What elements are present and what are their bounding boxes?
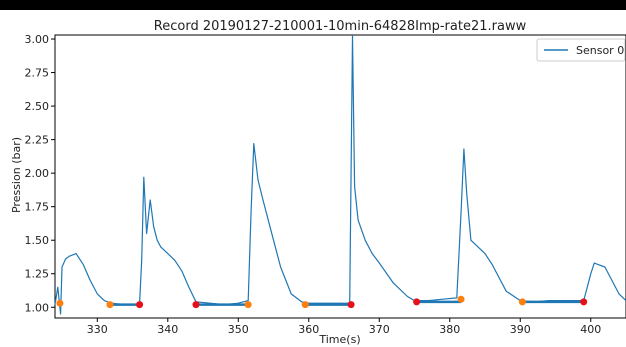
x-tick-label: 380 <box>439 323 460 336</box>
y-tick-label: 1.00 <box>25 301 50 314</box>
top-black-bar <box>0 0 626 10</box>
chart-title: Record 20190127-210001-10min-64828Imp-ra… <box>154 19 527 34</box>
x-tick-label: 370 <box>369 323 390 336</box>
event-marker <box>580 298 588 306</box>
y-tick-label: 2.00 <box>25 167 50 180</box>
legend-box <box>536 38 626 62</box>
y-tick-label: 2.50 <box>25 100 50 113</box>
y-tick-label: 3.00 <box>25 33 50 46</box>
event-marker <box>457 295 465 303</box>
x-tick-label: 330 <box>87 323 108 336</box>
legend-label-sensor-0: Sensor 0 <box>576 44 624 57</box>
event-marker <box>244 301 252 309</box>
series-line-sensor-0 <box>54 35 626 315</box>
plot-area: 1.00 1.25 1.50 1.75 2.00 2.25 2.50 2.75 3.00 330 3… <box>25 33 626 336</box>
x-tick-label: 390 <box>510 323 531 336</box>
plot-frame <box>54 34 626 319</box>
event-marker <box>136 301 144 309</box>
legend: Sensor 0 <box>536 38 626 62</box>
event-marker <box>518 298 526 306</box>
x-axis-label: Time(s) <box>318 333 360 346</box>
x-tick-label: 350 <box>228 323 249 336</box>
event-marker <box>301 301 309 309</box>
x-tick-label: 400 <box>580 323 601 336</box>
event-marker <box>56 299 64 307</box>
y-axis-label: Pression (bar) <box>10 137 23 213</box>
event-marker <box>106 301 114 309</box>
y-tick-label: 1.50 <box>25 234 50 247</box>
event-marker <box>192 301 200 309</box>
event-marker <box>347 301 355 309</box>
y-tick-label: 2.75 <box>25 67 50 80</box>
y-tick-label: 1.25 <box>25 268 50 281</box>
x-tick-label: 360 <box>298 323 319 336</box>
x-tick-label: 340 <box>157 323 178 336</box>
y-tick-label: 2.25 <box>25 134 50 147</box>
y-tick-label: 1.75 <box>25 201 50 214</box>
event-marker <box>413 298 421 306</box>
